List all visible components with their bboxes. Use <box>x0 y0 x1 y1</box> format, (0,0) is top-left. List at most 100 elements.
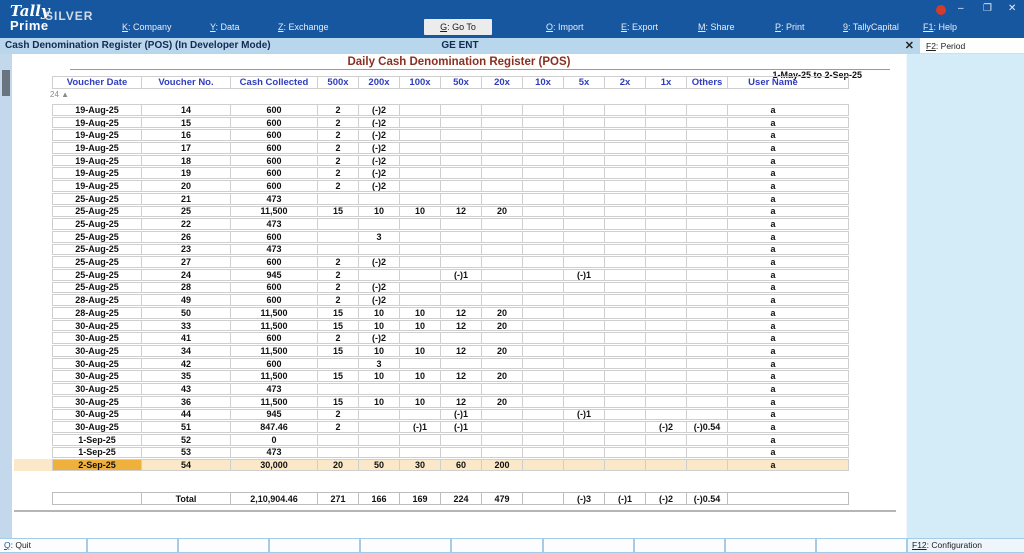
cell <box>563 383 605 395</box>
table-row[interactable]: 28-Aug-25 49 600 2 (-)2 a <box>52 294 849 306</box>
menu-exchange[interactable]: Z: Exchange <box>278 22 329 32</box>
close-window-icon[interactable]: ✕ <box>1008 3 1017 14</box>
cell <box>604 104 646 116</box>
quit-button[interactable]: Q: Quit <box>0 539 86 552</box>
table-row[interactable]: 19-Aug-25 17 600 2 (-)2 a <box>52 142 849 154</box>
cell: 2 <box>317 142 359 154</box>
table-row[interactable]: 30-Aug-25 43 473 a <box>52 383 849 395</box>
table-row[interactable]: 25-Aug-25 25 11,500 15 10 10 12 20 a <box>52 205 849 218</box>
cell <box>440 383 482 395</box>
cell: 11,500 <box>230 307 318 319</box>
cell <box>522 319 564 332</box>
cell <box>522 243 564 256</box>
cell: a <box>727 256 849 268</box>
cell: (-)2 <box>645 421 687 433</box>
table-row-selected[interactable]: 2-Sep-25 54 30,000 20 50 30 60 200 a <box>14 459 849 471</box>
bottom-empty-slot[interactable] <box>361 539 451 552</box>
scrollbar-thumb[interactable] <box>2 70 10 96</box>
table-row[interactable]: 30-Aug-25 44 945 2 (-)1 (-)1 a <box>52 408 849 421</box>
cell: 11,500 <box>230 319 318 332</box>
menu-share[interactable]: M: Share <box>698 22 735 32</box>
cell: a <box>727 433 849 446</box>
cell <box>645 104 687 116</box>
rows-above-indicator: 24 ▲ <box>50 90 70 99</box>
panel-item-period[interactable]: F2: Period <box>920 38 1024 54</box>
cell <box>522 116 564 129</box>
table-row[interactable]: 19-Aug-25 15 600 2 (-)2 a <box>52 116 849 129</box>
configuration-button[interactable]: F12: Configuration <box>908 539 1024 552</box>
table-row[interactable]: 25-Aug-25 21 473 a <box>52 192 849 205</box>
notification-dot-icon[interactable] <box>936 5 946 15</box>
table-row[interactable]: 25-Aug-25 28 600 2 (-)2 a <box>52 281 849 294</box>
menu-export[interactable]: E: Export <box>621 22 659 32</box>
table-row[interactable]: 19-Aug-25 19 600 2 (-)2 a <box>52 167 849 180</box>
table-row[interactable]: 30-Aug-25 41 600 2 (-)2 a <box>52 332 849 345</box>
cell <box>686 433 728 446</box>
cell <box>481 192 523 205</box>
table-row[interactable]: 19-Aug-25 14 600 2 (-)2 a <box>52 104 849 116</box>
menu-company[interactable]: K: Company <box>122 22 172 32</box>
menu-tallycapital[interactable]: 9: TallyCapital <box>843 22 899 32</box>
cell <box>604 332 646 345</box>
bottom-empty-slot[interactable] <box>179 539 269 552</box>
table-row[interactable]: 30-Aug-25 42 600 3 a <box>52 357 849 370</box>
cell: 34 <box>141 345 231 357</box>
left-scroll-gutter <box>0 54 12 538</box>
table-row[interactable]: 1-Sep-25 52 0 a <box>52 433 849 446</box>
cell: 2 <box>317 129 359 142</box>
cell: a <box>727 319 849 332</box>
report-period[interactable]: 1-May-25 to 2-Sep-25 <box>772 70 862 80</box>
cell: 15 <box>141 116 231 129</box>
table-row[interactable]: 30-Aug-25 36 11,500 15 10 10 12 20 a <box>52 395 849 408</box>
table-row[interactable]: 30-Aug-25 33 11,500 15 10 10 12 20 a <box>52 319 849 332</box>
right-button-panel <box>906 54 1024 538</box>
table-row[interactable]: 28-Aug-25 50 11,500 15 10 10 12 20 a <box>52 307 849 319</box>
close-report-icon[interactable]: ✕ <box>904 40 914 52</box>
bottom-empty-slot[interactable] <box>88 539 178 552</box>
menu-print[interactable]: P: Print <box>775 22 805 32</box>
cell: 28-Aug-25 <box>52 307 142 319</box>
bottom-empty-slot[interactable] <box>452 539 542 552</box>
table-header-row: Voucher Date Voucher No. Cash Collected 500… <box>52 76 849 89</box>
cell <box>686 104 728 116</box>
menu-go-to[interactable]: G: Go To <box>424 19 492 35</box>
menu-data[interactable]: Y: Data <box>210 22 240 32</box>
table-row[interactable]: 30-Aug-25 51 847.46 2 (-)1 (-)1 (-)2 (-)0.54 a <box>52 421 849 433</box>
bottom-empty-slot[interactable] <box>816 539 906 552</box>
table-row[interactable]: 25-Aug-25 22 473 a <box>52 218 849 230</box>
cell <box>645 116 687 129</box>
cell <box>604 459 646 471</box>
table-row[interactable]: 25-Aug-25 27 600 2 (-)2 a <box>52 256 849 268</box>
bottom-empty-slot[interactable] <box>543 539 633 552</box>
report-titlebar: GE ENT Cash Denomination Register (POS) … <box>0 38 920 54</box>
minimize-icon[interactable]: – <box>958 3 964 14</box>
cell <box>686 383 728 395</box>
cell: 19-Aug-25 <box>52 104 142 116</box>
table-row[interactable]: 25-Aug-25 26 600 3 a <box>52 230 849 243</box>
table-row[interactable]: 19-Aug-25 20 600 2 (-)2 a <box>52 180 849 192</box>
cell <box>440 332 482 345</box>
cell <box>358 383 400 395</box>
table-row[interactable]: 30-Aug-25 35 11,500 15 10 10 12 20 a <box>52 370 849 383</box>
cell <box>563 319 605 332</box>
bottom-empty-slot[interactable] <box>634 539 724 552</box>
bottom-empty-slot[interactable] <box>270 539 360 552</box>
table-row[interactable]: 19-Aug-25 16 600 2 (-)2 a <box>52 129 849 142</box>
table-row[interactable]: 25-Aug-25 23 473 a <box>52 243 849 256</box>
bottom-empty-slot[interactable] <box>725 539 815 552</box>
cell <box>563 104 605 116</box>
table-header-container: Voucher Date Voucher No. Cash Collected 500… <box>52 76 849 90</box>
cell: 10 <box>399 395 441 408</box>
cell: (-)2 <box>358 294 400 306</box>
cell: 30-Aug-25 <box>52 345 142 357</box>
cell <box>645 154 687 167</box>
table-row[interactable]: 25-Aug-25 24 945 2 (-)1 (-)1 a <box>52 268 849 281</box>
maximize-icon[interactable]: ❐ <box>983 3 992 14</box>
menu-import[interactable]: O: Import <box>546 22 584 32</box>
table-row[interactable]: 19-Aug-25 18 600 2 (-)2 a <box>52 154 849 167</box>
menu-help[interactable]: F1: Help <box>923 22 958 32</box>
table-row[interactable]: 1-Sep-25 53 473 a <box>52 446 849 459</box>
cell <box>440 116 482 129</box>
cell: 25-Aug-25 <box>52 230 142 243</box>
table-row[interactable]: 30-Aug-25 34 11,500 15 10 10 12 20 a <box>52 345 849 357</box>
